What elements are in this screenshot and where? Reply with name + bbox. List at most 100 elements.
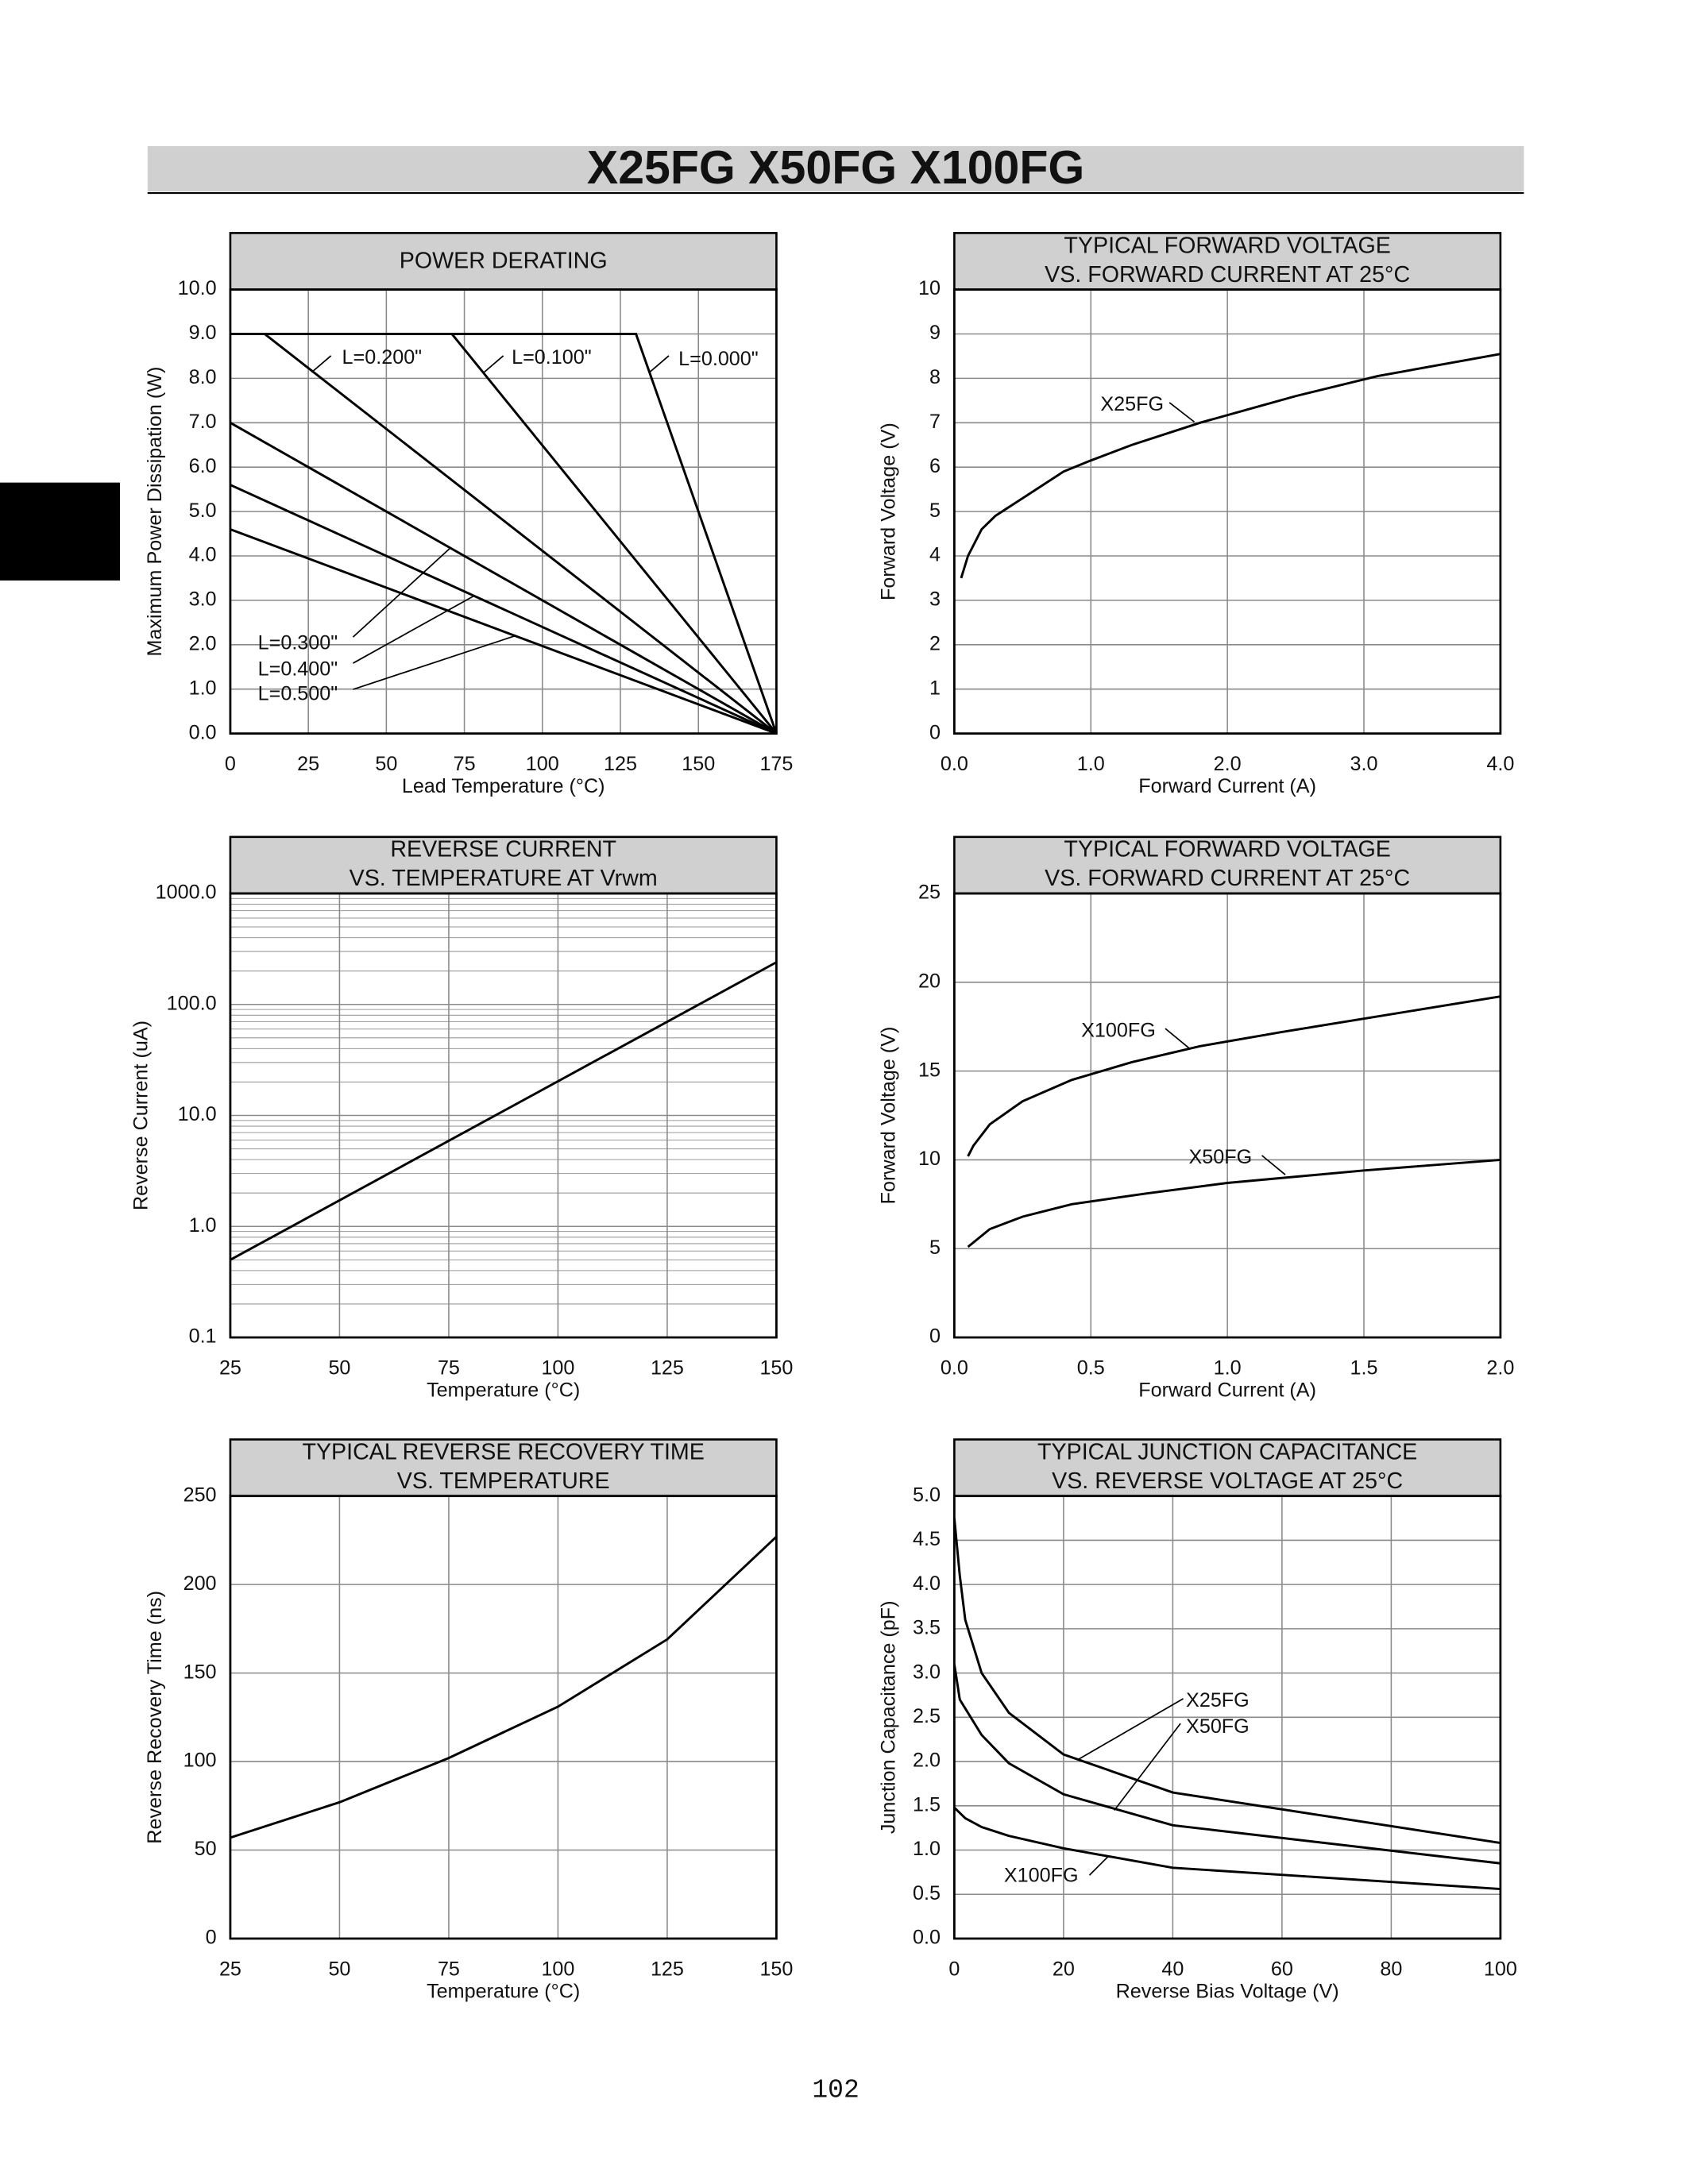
x-tick-label: 4.0 — [1486, 753, 1514, 775]
chart-title-box — [229, 232, 778, 291]
chart-title: VS. TEMPERATURE AT Vrwm — [350, 866, 658, 891]
y-tick-label: 4.5 — [913, 1528, 941, 1550]
data-line — [230, 961, 778, 1261]
x-tick-label: 0 — [225, 753, 236, 775]
y-tick-label: 5 — [929, 1237, 941, 1259]
x-tick-label: 125 — [651, 1958, 684, 1981]
chart-title: TYPICAL REVERSE RECOVERY TIME — [302, 1439, 704, 1464]
data-line — [230, 484, 778, 735]
y-tick-label: 3 — [929, 588, 941, 611]
x-tick-label: 20 — [1053, 1958, 1075, 1981]
label-leader — [352, 546, 452, 638]
x-tick-label: 2.0 — [1486, 1357, 1514, 1379]
plot-frame — [229, 288, 778, 735]
y-tick-label: 1000.0 — [156, 882, 217, 904]
y-tick-label: 3.0 — [189, 588, 217, 611]
y-tick-label: 0.1 — [189, 1325, 217, 1348]
y-tick-label: 2.0 — [913, 1750, 941, 1772]
label-leader — [353, 635, 516, 690]
y-tick-label: 4.0 — [189, 544, 217, 566]
y-tick-label: 5 — [929, 500, 941, 522]
y-axis-label: Forward Voltage (V) — [877, 423, 899, 600]
x-axis-label: Forward Current (A) — [1138, 1379, 1316, 1401]
x-tick-label: 50 — [328, 1357, 350, 1379]
data-line — [967, 995, 1501, 1157]
chart-title: POWER DERATING — [400, 248, 608, 273]
x-tick-label: 75 — [454, 753, 476, 775]
data-line — [953, 1806, 1501, 1891]
y-tick-label: 7.0 — [189, 411, 217, 433]
plot-frame — [953, 892, 1502, 1339]
series-label: L=0.200" — [342, 346, 423, 369]
y-tick-label: 15 — [918, 1059, 941, 1081]
y-tick-label: 10.0 — [178, 1103, 217, 1125]
x-tick-label: 25 — [219, 1958, 241, 1981]
series-label: L=0.300" — [258, 631, 338, 654]
data-line — [230, 528, 777, 735]
y-tick-label: 100 — [183, 1750, 217, 1772]
x-tick-label: 40 — [1161, 1958, 1184, 1981]
x-tick-label: 1.5 — [1350, 1357, 1378, 1379]
data-line — [952, 1664, 1501, 1865]
y-tick-label: 9.0 — [189, 322, 217, 344]
plot-frame — [953, 1495, 1502, 1940]
label-leader — [353, 595, 475, 664]
y-tick-label: 20 — [918, 970, 941, 992]
chart-title: REVERSE CURRENT — [390, 837, 616, 862]
chart-title: VS. FORWARD CURRENT AT 25°C — [1045, 262, 1410, 287]
y-axis-label: Junction Capacitance (pF) — [877, 1601, 899, 1835]
x-tick-label: 25 — [297, 753, 319, 775]
y-tick-label: 10 — [918, 277, 941, 299]
y-tick-label: 100.0 — [167, 992, 217, 1014]
x-tick-label: 0.0 — [941, 1357, 968, 1379]
chart-title: VS. FORWARD CURRENT AT 25°C — [1045, 866, 1410, 891]
series-label: L=0.000" — [678, 348, 759, 370]
plot-frame — [229, 1495, 778, 1940]
y-tick-label: 50 — [195, 1838, 217, 1860]
data-line — [960, 353, 1501, 579]
label-leader — [1168, 402, 1196, 423]
chart-title-box — [953, 835, 1502, 895]
series-label: X25FG — [1186, 1689, 1250, 1711]
label-leader — [1088, 1855, 1110, 1876]
x-tick-label: 125 — [651, 1357, 684, 1379]
y-tick-label: 2.0 — [189, 632, 217, 654]
y-tick-label: 10.0 — [178, 277, 217, 299]
series-label: X50FG — [1189, 1146, 1253, 1168]
y-tick-label: 3.5 — [913, 1617, 941, 1639]
y-axis-label: Reverse Current (uA) — [129, 1021, 152, 1210]
x-axis-label: Reverse Bias Voltage (V) — [1116, 1980, 1339, 2002]
chart-title-box — [229, 1438, 778, 1497]
x-tick-label: 150 — [682, 753, 715, 775]
label-leader — [1114, 1723, 1181, 1812]
y-tick-label: 8 — [929, 366, 941, 388]
label-leader — [1261, 1155, 1286, 1175]
chart-title-box — [229, 835, 778, 895]
series-label: X100FG — [1081, 1019, 1156, 1041]
y-axis-label: Forward Voltage (V) — [877, 1027, 899, 1205]
x-tick-label: 25 — [219, 1357, 241, 1379]
series-label: L=0.100" — [512, 346, 592, 369]
x-tick-label: 100 — [541, 1357, 574, 1379]
chart-title: TYPICAL JUNCTION CAPACITANCE — [1037, 1439, 1417, 1464]
data-line — [952, 1518, 1501, 1845]
x-tick-label: 50 — [375, 753, 397, 775]
label-leader — [311, 355, 332, 373]
y-tick-label: 0 — [929, 721, 941, 743]
y-tick-label: 250 — [183, 1484, 217, 1506]
x-axis-label: Forward Current (A) — [1138, 775, 1316, 797]
x-tick-label: 1.0 — [1077, 753, 1105, 775]
x-tick-label: 150 — [759, 1958, 793, 1981]
chart-title: VS. REVERSE VOLTAGE AT 25°C — [1052, 1468, 1403, 1494]
y-tick-label: 0.5 — [913, 1882, 941, 1904]
series-label: L=0.500" — [258, 683, 338, 705]
y-tick-label: 10 — [918, 1148, 941, 1170]
label-leader — [1078, 1698, 1184, 1761]
y-tick-label: 1.0 — [189, 677, 217, 699]
x-tick-label: 150 — [759, 1357, 793, 1379]
data-line — [230, 422, 778, 735]
x-tick-label: 125 — [604, 753, 637, 775]
y-tick-label: 1 — [929, 677, 941, 699]
y-tick-label: 8.0 — [189, 366, 217, 388]
y-tick-label: 4.0 — [913, 1572, 941, 1595]
